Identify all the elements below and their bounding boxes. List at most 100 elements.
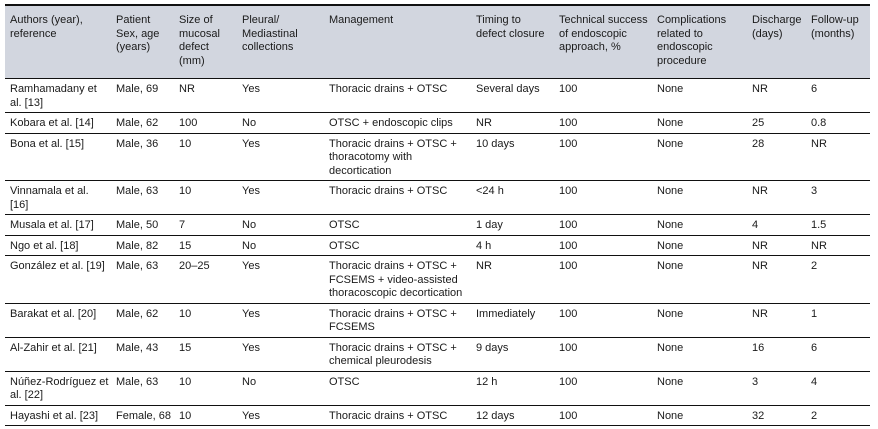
cell-defect-size: 10: [177, 180, 240, 215]
cell-defect-size: 10: [177, 371, 240, 406]
cell-collections: No: [240, 235, 327, 256]
cell-follow-up: 3: [809, 180, 870, 215]
cell-collections: Yes: [240, 337, 327, 372]
cell-management: Thoracic drains + OTSC: [327, 78, 474, 113]
cell-authors: Barakat et al. [20]: [5, 303, 114, 338]
cell-discharge: 4: [750, 214, 809, 236]
cell-management: Thoracic drains + OTSC + FCSEMS: [327, 303, 474, 338]
cell-collections: Yes: [240, 405, 327, 426]
column-header-follow-up: Follow-up (months): [809, 5, 870, 79]
table-row: Vinnamala et al. [16] Male, 63 10 Yes Thorac…: [5, 180, 870, 215]
column-header-patient-sex-age: Patient Sex, age (years): [114, 5, 177, 79]
cell-complications: None: [655, 78, 750, 113]
table-row: Ramhamadany et al. [13] Male, 69 NR Yes Thor…: [5, 78, 870, 113]
cell-follow-up: 1.5: [809, 214, 870, 236]
cell-management: Thoracic drains + OTSC + thoracotomy wit…: [327, 133, 474, 181]
cell-technical-success: 100: [557, 303, 655, 338]
cell-management: Thoracic drains + OTSC: [327, 405, 474, 426]
cell-defect-size: NR: [177, 78, 240, 113]
table-row: Hayashi et al. [23] Female, 68 10 Yes Thorac…: [5, 405, 870, 426]
table-row: Al-Zahir et al. [21] Male, 43 15 Yes Thoraci…: [5, 337, 870, 372]
table-row: Barakat et al. [20] Male, 62 10 Yes Thoracic…: [5, 303, 870, 338]
cell-complications: None: [655, 214, 750, 236]
cell-discharge: 32: [750, 405, 809, 426]
cell-patient-sex-age: Male, 82: [114, 235, 177, 256]
cell-patient-sex-age: Male, 36: [114, 133, 177, 181]
cell-timing: 1 day: [474, 214, 557, 236]
cell-follow-up: 0.8: [809, 112, 870, 134]
cell-management: OTSC: [327, 214, 474, 236]
cell-technical-success: 100: [557, 405, 655, 426]
cell-timing: 9 days: [474, 337, 557, 372]
cell-patient-sex-age: Female, 68: [114, 405, 177, 426]
cell-defect-size: 100: [177, 112, 240, 134]
cell-defect-size: 20–25: [177, 255, 240, 304]
table-body: Ramhamadany et al. [13] Male, 69 NR Yes Thor…: [5, 78, 870, 426]
cell-authors: Ngo et al. [18]: [5, 235, 114, 256]
cell-discharge: NR: [750, 303, 809, 338]
table-row: Bona et al. [15] Male, 36 10 Yes Thoracic dr…: [5, 133, 870, 181]
cell-discharge: NR: [750, 180, 809, 215]
table-row: Kobara et al. [14] Male, 62 100 No OTSC + en…: [5, 112, 870, 134]
cell-complications: None: [655, 303, 750, 338]
cell-timing: 12 h: [474, 371, 557, 406]
cell-complications: None: [655, 371, 750, 406]
cell-management: Thoracic drains + OTSC + chemical pleuro…: [327, 337, 474, 372]
cell-patient-sex-age: Male, 63: [114, 371, 177, 406]
cell-complications: None: [655, 112, 750, 134]
cell-defect-size: 10: [177, 133, 240, 181]
cell-patient-sex-age: Male, 62: [114, 112, 177, 134]
cell-defect-size: 15: [177, 337, 240, 372]
table-row: González et al. [19] Male, 63 20–25 Yes Thor…: [5, 255, 870, 304]
cell-collections: Yes: [240, 78, 327, 113]
case-series-table: Authors (year), reference Patient Sex, ag…: [5, 4, 873, 429]
cell-complications: None: [655, 235, 750, 256]
cell-patient-sex-age: Male, 43: [114, 337, 177, 372]
cell-timing: Several days: [474, 78, 557, 113]
cell-technical-success: 100: [557, 180, 655, 215]
cell-authors: Núñez-Rodríguez et al. [22]: [5, 371, 114, 406]
cell-complications: None: [655, 405, 750, 426]
cell-timing: <24 h: [474, 180, 557, 215]
cell-collections: No: [240, 214, 327, 236]
cell-management: Thoracic drains + OTSC + FCSEMS + video-…: [327, 255, 474, 304]
cell-authors: Kobara et al. [14]: [5, 112, 114, 134]
cell-follow-up: 1: [809, 303, 870, 338]
cell-discharge: 3: [750, 371, 809, 406]
cell-discharge: 16: [750, 337, 809, 372]
table-row: Núñez-Rodríguez et al. [22] Male, 63 10 No O…: [5, 371, 870, 406]
cell-timing: 12 days: [474, 405, 557, 426]
cell-technical-success: 100: [557, 337, 655, 372]
cell-timing: Immediately: [474, 303, 557, 338]
cell-defect-size: 10: [177, 405, 240, 426]
column-header-technical-success: Technical success of endoscopic approach…: [557, 5, 655, 79]
column-header-discharge: Discharge (days): [750, 5, 809, 79]
cell-timing: 4 h: [474, 235, 557, 256]
cell-authors: Al-Zahir et al. [21]: [5, 337, 114, 372]
cell-timing: 10 days: [474, 133, 557, 181]
column-header-timing: Timing to defect closure: [474, 5, 557, 79]
cell-technical-success: 100: [557, 371, 655, 406]
cell-patient-sex-age: Male, 62: [114, 303, 177, 338]
table-row: Musala et al. [17] Male, 50 7 No OTSC 1 day 10…: [5, 214, 870, 236]
cell-complications: None: [655, 180, 750, 215]
cell-technical-success: 100: [557, 78, 655, 113]
column-header-complications: Complications related to endoscopic proc…: [655, 5, 750, 79]
cell-follow-up: 2: [809, 405, 870, 426]
cell-collections: No: [240, 371, 327, 406]
cell-discharge: NR: [750, 78, 809, 113]
cell-technical-success: 100: [557, 112, 655, 134]
cell-patient-sex-age: Male, 63: [114, 180, 177, 215]
cell-collections: Yes: [240, 303, 327, 338]
table-header: Authors (year), reference Patient Sex, ag…: [5, 5, 870, 79]
cell-patient-sex-age: Male, 63: [114, 255, 177, 304]
column-header-defect-size: Size of mucosal defect (mm): [177, 5, 240, 79]
cell-technical-success: 100: [557, 235, 655, 256]
table-row: Ngo et al. [18] Male, 82 15 No OTSC 4 h 100 Non…: [5, 235, 870, 256]
cell-follow-up: NR: [809, 133, 870, 181]
cell-patient-sex-age: Male, 50: [114, 214, 177, 236]
cell-authors: Ramhamadany et al. [13]: [5, 78, 114, 113]
cell-follow-up: 6: [809, 78, 870, 113]
cell-technical-success: 100: [557, 133, 655, 181]
cell-follow-up: NR: [809, 235, 870, 256]
